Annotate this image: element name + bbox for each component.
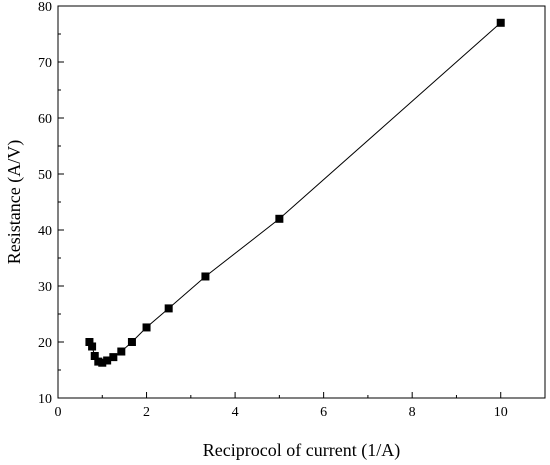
data-point (85, 338, 94, 346)
x-axis: 0 2 4 6 8 10 (55, 392, 508, 420)
series-line (88, 22, 502, 364)
data-markers (85, 18, 505, 367)
y-tick-label: 50 (38, 168, 52, 183)
x-tick-label: 6 (320, 405, 327, 420)
x-tick-label: 4 (232, 405, 239, 420)
y-tick-label: 40 (38, 224, 52, 239)
data-point (164, 304, 173, 313)
y-tick-label: 80 (38, 0, 52, 15)
y-axis: 10 20 30 40 50 60 70 80 (38, 0, 64, 407)
data-point (201, 272, 210, 281)
y-tick-label: 20 (38, 336, 52, 351)
x-tick-label: 10 (494, 405, 508, 420)
data-point (142, 323, 151, 332)
x-tick-label: 8 (409, 405, 416, 420)
data-point (98, 358, 107, 367)
data-point (109, 353, 118, 362)
y-tick-label: 70 (38, 56, 52, 71)
y-axis-label: Resistance (A/V) (4, 140, 25, 264)
x-tick-label: 2 (143, 405, 150, 420)
data-point (127, 338, 136, 346)
data-point (496, 18, 505, 27)
x-tick-label: 0 (55, 405, 62, 420)
data-point (103, 356, 112, 365)
data-point (117, 347, 126, 356)
y-tick-label: 30 (38, 280, 52, 295)
x-axis-label: Reciprocol of current (1/A) (203, 440, 400, 461)
y-tick-label: 60 (38, 112, 52, 127)
data-point (90, 352, 99, 360)
y-tick-label: 10 (38, 392, 52, 407)
data-point (88, 342, 97, 351)
data-point (275, 214, 284, 223)
